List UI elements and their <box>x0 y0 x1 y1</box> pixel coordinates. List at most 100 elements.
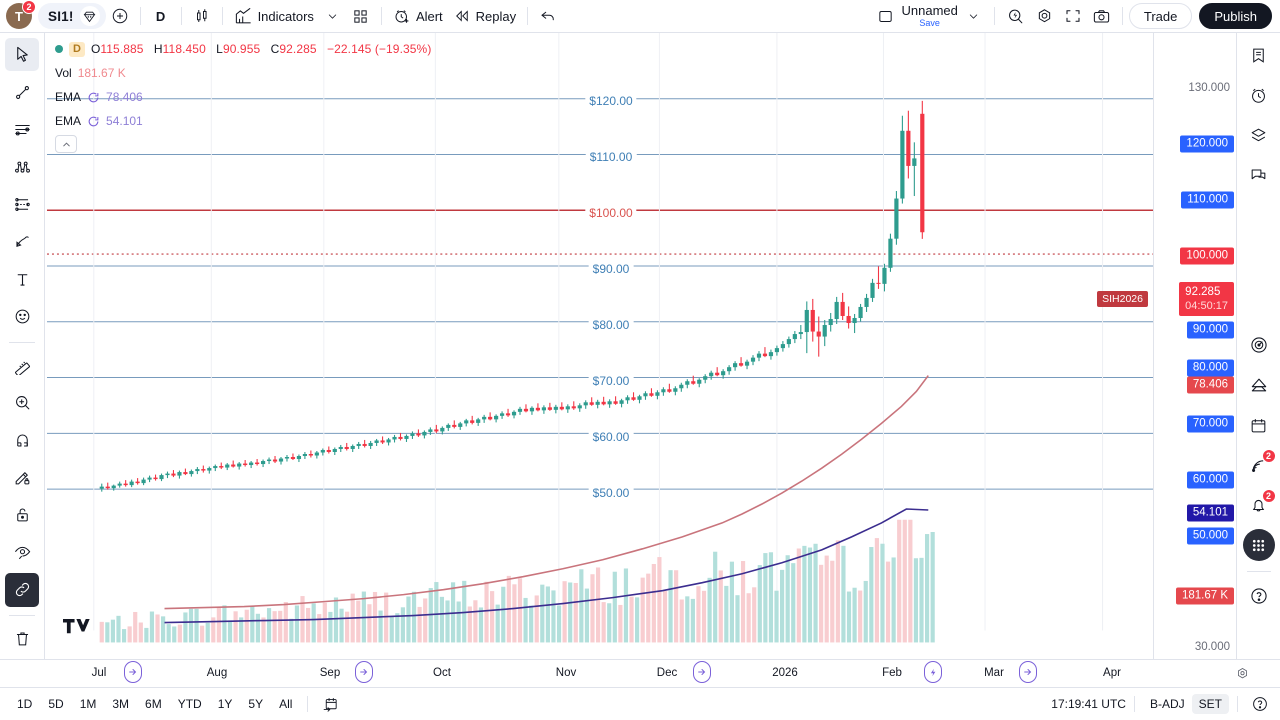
trash-icon[interactable] <box>5 622 39 655</box>
fullscreen-icon[interactable] <box>1059 2 1087 30</box>
broadcast-icon[interactable]: 2 <box>1243 449 1276 481</box>
volume-bar <box>540 584 545 643</box>
volume-bar <box>239 617 244 643</box>
help-question-icon[interactable] <box>1246 690 1274 718</box>
layers-icon[interactable] <box>1243 119 1275 151</box>
text-tool[interactable] <box>5 263 39 296</box>
ideas-radar-icon[interactable] <box>1243 329 1275 361</box>
pencil-lock-icon[interactable] <box>5 461 39 494</box>
layout-name-button[interactable]: Unnamed Save <box>900 4 960 28</box>
time-axis-settings-gear-icon[interactable] <box>1235 666 1250 681</box>
divider <box>993 7 995 25</box>
legend-collapse-button[interactable] <box>55 135 77 153</box>
brush-tool[interactable] <box>5 225 39 258</box>
goto-date-icon[interactable] <box>316 690 344 718</box>
legend-ema-slow-row[interactable]: EMA 54.101 <box>55 109 431 133</box>
chart-pane[interactable]: $120.00 $110.00 $100.00 $90.00 $80.00 $70.00 $… <box>45 33 1236 683</box>
templates-button[interactable] <box>347 2 375 30</box>
earnings-icon[interactable] <box>355 661 373 683</box>
notifications-bell-icon[interactable]: 2 <box>1243 489 1276 521</box>
undo-button[interactable] <box>534 2 562 30</box>
watchlist-icon[interactable] <box>1243 39 1275 71</box>
timeframe-button[interactable]: D <box>147 2 175 30</box>
time-axis[interactable]: Jul Aug Sep Oct Nov Dec 2026 Feb Mar Apr <box>0 659 1280 687</box>
alerts-clock-icon[interactable] <box>1243 79 1275 111</box>
streams-icon[interactable] <box>1243 369 1275 401</box>
time-tick: Feb <box>882 667 902 679</box>
eye-icon[interactable] <box>5 536 39 569</box>
smiley-icon[interactable] <box>5 300 39 333</box>
range-button-3m[interactable]: 3M <box>105 694 136 714</box>
trade-button[interactable]: Trade <box>1128 3 1193 29</box>
chart-style-button[interactable] <box>188 2 216 30</box>
set-button[interactable]: SET <box>1191 694 1229 714</box>
layout-icon[interactable] <box>872 2 900 30</box>
volume-bar <box>138 622 143 643</box>
range-button-all[interactable]: All <box>272 694 299 714</box>
layout-chevron-down-icon[interactable] <box>960 2 988 30</box>
chat-icon[interactable] <box>1243 159 1275 191</box>
time-tick: 2026 <box>772 667 798 679</box>
trend-line-tool[interactable] <box>5 75 39 108</box>
refresh-icon[interactable] <box>87 91 100 104</box>
legend-ohlc-row[interactable]: D O115.885 H118.450 L90.955 C92.285 −22.… <box>55 37 431 61</box>
user-avatar[interactable]: T 2 <box>6 0 36 29</box>
volume-bar <box>490 591 495 643</box>
range-button-6m[interactable]: 6M <box>138 694 169 714</box>
horizontal-lines-tool[interactable] <box>5 113 39 146</box>
candle-body <box>374 440 379 443</box>
add-symbol-button[interactable] <box>106 2 134 30</box>
publish-button[interactable]: Publish <box>1199 3 1272 29</box>
alert-button[interactable]: Alert <box>388 2 448 30</box>
candle-body <box>876 282 881 284</box>
cursor-tool[interactable] <box>5 38 39 72</box>
candle-body <box>416 433 421 436</box>
candle-body <box>852 317 857 324</box>
volume-bar <box>668 570 673 643</box>
camera-icon[interactable] <box>1087 2 1116 30</box>
grid-verticals <box>93 33 1104 631</box>
replay-button[interactable]: Replay <box>448 2 521 30</box>
ruler-icon[interactable] <box>5 348 39 381</box>
range-button-5d[interactable]: 5D <box>41 694 70 714</box>
link-icon[interactable] <box>5 573 39 607</box>
magnet-icon[interactable] <box>5 423 39 456</box>
candle-body <box>231 464 236 467</box>
volume-bar <box>629 596 634 643</box>
dividend-icon[interactable] <box>924 661 942 683</box>
lock-icon[interactable] <box>5 498 39 531</box>
candle-body <box>637 396 642 400</box>
fib-retracement-tool[interactable] <box>5 188 39 221</box>
earnings-icon[interactable] <box>124 661 142 683</box>
help-question-icon[interactable] <box>1243 580 1275 612</box>
range-button-1d[interactable]: 1D <box>10 694 39 714</box>
calendar-icon[interactable] <box>1243 409 1275 441</box>
volume-bar <box>149 611 155 643</box>
range-button-1m[interactable]: 1M <box>73 694 104 714</box>
diamond-icon[interactable] <box>79 6 100 26</box>
save-label[interactable]: Save <box>919 18 940 28</box>
settings-gear-icon[interactable] <box>1030 2 1059 30</box>
inchart-price-label: $120.00 <box>585 94 637 108</box>
pitchfork-tool[interactable] <box>5 150 39 183</box>
symbol-search[interactable]: SI1! <box>38 3 106 29</box>
indicators-chevron[interactable] <box>319 2 347 30</box>
legend-volume-row[interactable]: Vol 181.67 K <box>55 61 431 85</box>
earnings-icon[interactable] <box>693 661 711 683</box>
legend-ema-fast-row[interactable]: EMA 78.406 <box>55 85 431 109</box>
adjustment-button[interactable]: B-ADJ <box>1149 697 1185 711</box>
volume-bar <box>891 557 896 643</box>
price-tick: 30.000 <box>1194 641 1230 653</box>
range-button-1y[interactable]: 1Y <box>211 694 240 714</box>
apps-grid-icon[interactable] <box>1242 529 1275 561</box>
refresh-icon[interactable] <box>87 115 100 128</box>
volume-bar <box>690 598 695 643</box>
range-button-5y[interactable]: 5Y <box>241 694 270 714</box>
indicators-button[interactable]: Indicators <box>229 2 319 30</box>
quick-search-lightning-icon[interactable] <box>1001 2 1030 30</box>
zoom-in-icon[interactable] <box>5 386 39 419</box>
range-button-ytd[interactable]: YTD <box>171 694 209 714</box>
candle-body <box>733 363 738 368</box>
earnings-icon[interactable] <box>1019 661 1037 683</box>
price-scale[interactable]: 130.000 30.000 120.000 110.000 100.000 90.00… <box>1153 33 1236 659</box>
